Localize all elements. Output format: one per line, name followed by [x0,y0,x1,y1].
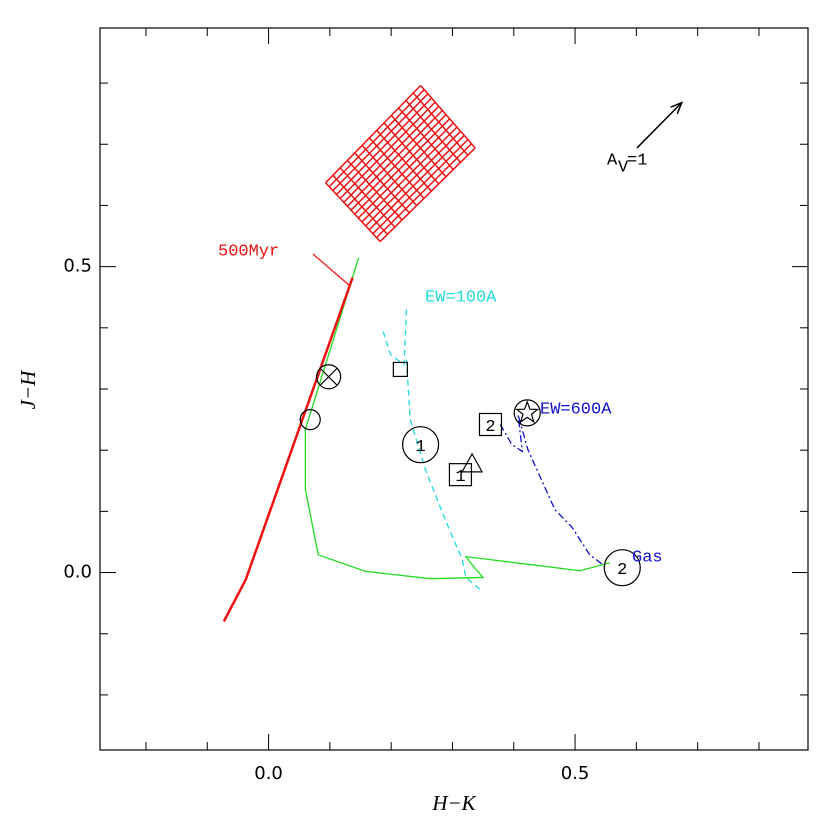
marker-label: 1 [455,468,465,487]
x-tick-label: 0.5 [561,763,590,784]
annotation: Gas [632,548,663,567]
grid-region-line [372,139,469,235]
series-line [499,414,606,567]
annotation: EW=600A [540,400,612,419]
grid-region-line [379,147,476,243]
annotation: 500Myr [218,242,279,261]
marker-square [392,361,408,378]
y-axis-label: J−H [16,369,40,409]
grid-region-line [368,134,465,231]
y-tick-label: 0.5 [63,256,92,277]
marker-square [478,412,503,437]
marker-circle [513,399,541,427]
marker-label: 2 [617,561,627,580]
grid-region-line [420,85,476,149]
arrow-label: A [607,151,618,170]
arrow-label-sub: V [618,158,629,177]
grid-region-line [339,167,396,228]
grid-region-line [332,174,388,235]
marker-circle [299,408,321,431]
grid-region-line [335,97,433,196]
grid-region-line [412,92,469,156]
grid-region-line [325,182,381,243]
x-tick-label: 0.0 [254,763,283,784]
marker-circle [603,549,641,587]
grid-region-line [390,114,447,178]
grid-region-line [328,89,425,188]
grid-region-line [350,114,447,211]
grid-region-line [346,109,443,207]
grid-region-line [325,84,422,184]
marker-label: 2 [485,418,495,437]
series-line [382,309,408,366]
grid-region [325,84,476,243]
grid-region-line [376,129,432,192]
grid-region-line [354,152,410,214]
marker-circle [401,426,440,464]
grid-region-line [357,122,454,219]
marker-label: 1 [415,438,425,457]
marker-circle [316,364,342,390]
arrow-label-tail: =1 [627,151,647,170]
grid-region-line [398,107,454,171]
marker-triangle [461,452,484,473]
marker-star [515,400,540,424]
grid-region-line [383,122,440,185]
y-tick-label: 0.0 [63,562,92,583]
grid-region-line [405,99,462,163]
marker-cross [319,367,338,386]
grid-region-line [375,143,473,239]
series-line [304,257,611,580]
grid-region-line [339,101,436,199]
grid-region-line [332,93,429,192]
x-axis-label: H−K [431,791,476,815]
series-line [222,277,354,623]
annotation-pointer [312,253,351,287]
grid-region-line [354,118,451,215]
grid-region-line [368,137,425,199]
arrow [636,102,683,149]
grid-region-line [343,105,440,203]
marker-square [448,463,473,487]
arrow-head [670,101,684,115]
grid-region-line [361,144,418,207]
grid-region-line [346,159,403,221]
annotation: EW=100A [425,288,497,307]
grid-region-line [361,126,458,223]
grid-region-line [365,130,462,227]
series-line [405,359,483,593]
plot-frame [99,27,809,751]
